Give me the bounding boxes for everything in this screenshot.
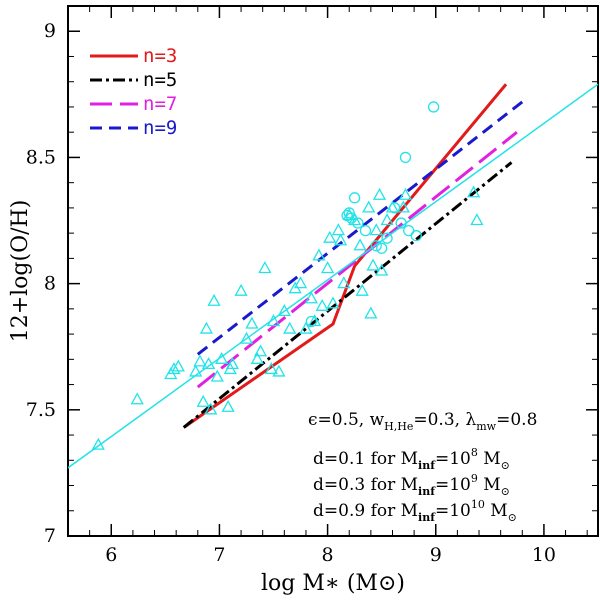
triangle-point — [234, 283, 248, 296]
triangle-point — [364, 306, 378, 319]
triangle-point — [202, 357, 216, 370]
circle-point — [370, 240, 382, 252]
triangle-point — [312, 248, 326, 261]
legend-label: n=9 — [143, 117, 177, 139]
circle-point — [352, 217, 364, 229]
tick-labels: 6 7 8 9 10 7 7.5 8 8.5 9 — [26, 20, 556, 566]
triangle-point — [250, 351, 264, 364]
triangle-point — [189, 364, 203, 377]
triangle-point — [467, 185, 481, 198]
triangle-point — [214, 351, 229, 364]
circle-point — [305, 315, 318, 328]
series-line-n=5 — [182, 161, 513, 429]
triangle-point — [375, 263, 389, 276]
triangle-point — [277, 304, 291, 317]
y-axis-label: 12+log(O/H) — [8, 200, 33, 343]
triangle-point — [167, 362, 181, 375]
triangle-point — [272, 364, 286, 377]
data-layer — [68, 83, 598, 469]
mass-annotation: d=0.9 for Minf=1010 M⊙ — [313, 498, 517, 524]
annotations: ϵ=0.5, wH,He=0.3, λmw=0.8 d=0.1 for Minf=… — [308, 410, 537, 524]
y-tick-label: 7.5 — [26, 399, 56, 421]
parameter-annotation: ϵ=0.5, wH,He=0.3, λmw=0.8 — [308, 410, 537, 433]
triangle-point — [204, 402, 218, 415]
y-tick-label: 7 — [44, 525, 56, 547]
triangle-point — [196, 394, 210, 407]
triangle-point — [91, 437, 105, 450]
y-tick-label: 8 — [44, 273, 56, 295]
triangle-point — [396, 200, 410, 213]
triangle-point — [369, 223, 383, 236]
circle-point — [381, 232, 393, 244]
triangle-point — [171, 359, 185, 372]
triangle-point — [331, 223, 346, 236]
circle-point — [403, 224, 415, 237]
triangle-point — [380, 213, 394, 226]
circle-point — [343, 207, 355, 219]
circle-point — [427, 101, 440, 113]
triangle-point — [366, 258, 380, 271]
circle-point — [395, 217, 407, 229]
legend: n=3n=5n=7n=9 — [90, 45, 177, 139]
triangle-point — [355, 283, 369, 296]
x-tick-label: 7 — [213, 544, 225, 566]
series-line-n=3 — [182, 83, 508, 429]
triangle-point — [326, 296, 340, 309]
triangle-point — [221, 399, 235, 412]
triangle-point — [337, 276, 351, 289]
series-line-n=7 — [196, 131, 518, 389]
triangle-point — [266, 314, 281, 327]
triangle-point — [323, 230, 337, 243]
triangle-point — [253, 344, 268, 357]
triangle-point — [398, 187, 413, 200]
mass-annotation: d=0.1 for Minf=108 M⊙ — [313, 446, 510, 472]
axis-ticks — [67, 5, 598, 537]
triangle-point — [348, 213, 362, 226]
triangle-point — [304, 291, 318, 304]
triangle-point — [362, 200, 376, 213]
triangle-point — [320, 261, 335, 274]
triangle-point — [258, 261, 272, 274]
circle-point — [359, 224, 372, 237]
plot-frame — [67, 5, 599, 537]
circle-point — [376, 242, 388, 254]
fit-line — [68, 83, 598, 469]
circle-point — [410, 230, 422, 242]
triangle-point — [372, 187, 387, 200]
x-tick-label: 9 — [430, 544, 442, 566]
series-line-n=9 — [196, 100, 524, 356]
triangle-point — [207, 293, 221, 306]
triangle-point — [293, 276, 308, 289]
legend-label: n=7 — [143, 93, 177, 115]
legend-label: n=5 — [143, 69, 177, 91]
y-tick-label: 8.5 — [26, 146, 56, 168]
triangle-point — [299, 321, 313, 334]
legend-label: n=3 — [143, 45, 177, 67]
circle-point — [348, 192, 361, 204]
x-tick-label: 6 — [105, 544, 117, 566]
triangle-point — [470, 213, 484, 226]
triangle-point — [210, 369, 224, 382]
x-axis-label: log M∗ (M⊙) — [261, 571, 405, 596]
triangle-point — [193, 354, 207, 367]
triangle-point — [225, 357, 240, 370]
triangle-point — [315, 298, 329, 311]
x-tick-label: 10 — [532, 544, 556, 566]
triangle-point — [333, 233, 348, 246]
x-tick-label: 8 — [322, 544, 334, 566]
circle-point — [399, 151, 412, 164]
triangle-point — [199, 321, 214, 334]
triangle-point — [283, 321, 297, 334]
triangle-point — [239, 331, 254, 344]
triangle-point — [245, 316, 259, 329]
triangle-point — [353, 238, 367, 251]
circle-point — [389, 202, 401, 214]
triangle-point — [264, 362, 278, 375]
mass-annotation: d=0.3 for Minf=109 M⊙ — [313, 472, 510, 498]
y-tick-label: 9 — [44, 20, 56, 42]
triangle-point — [130, 392, 144, 405]
